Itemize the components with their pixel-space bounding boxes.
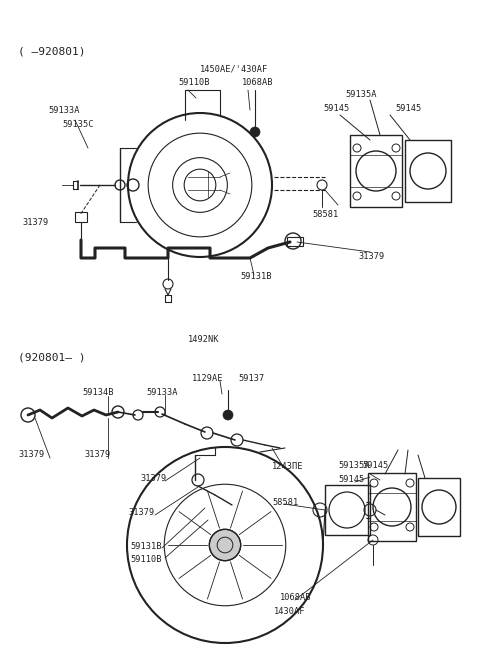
Text: 1492NK: 1492NK — [188, 335, 219, 344]
Text: 59135C: 59135C — [62, 120, 94, 129]
Circle shape — [209, 530, 240, 560]
Text: 31379: 31379 — [18, 450, 44, 459]
Text: 58581: 58581 — [312, 210, 338, 219]
Text: 59133A: 59133A — [146, 388, 178, 397]
Bar — [325, 485, 370, 535]
Text: 59131B: 59131B — [240, 272, 272, 281]
Text: 31379: 31379 — [128, 508, 154, 517]
Text: 31379: 31379 — [22, 218, 48, 227]
Text: 31379: 31379 — [84, 450, 110, 459]
Text: 31379: 31379 — [358, 252, 384, 261]
Bar — [287, 237, 303, 246]
Text: 59145: 59145 — [395, 104, 421, 113]
Text: 1430AF: 1430AF — [274, 607, 305, 616]
Text: 1068AB: 1068AB — [242, 78, 274, 87]
Bar — [350, 135, 402, 207]
Bar — [75, 212, 87, 222]
Bar — [405, 140, 451, 202]
Text: 1129AE: 1129AE — [192, 374, 224, 383]
Text: 59133A: 59133A — [48, 106, 80, 115]
Text: 59110B: 59110B — [130, 555, 161, 564]
Text: 59131B: 59131B — [130, 542, 161, 551]
Text: 59110B: 59110B — [178, 78, 209, 87]
Text: 59135A: 59135A — [345, 90, 376, 99]
Text: (920801– ): (920801– ) — [18, 352, 85, 362]
Text: 59135A: 59135A — [338, 461, 370, 470]
Text: 59134B: 59134B — [82, 388, 113, 397]
Text: 1450AE/ʾ430AF: 1450AE/ʾ430AF — [200, 64, 268, 73]
Circle shape — [223, 410, 233, 420]
Text: 59145: 59145 — [338, 475, 364, 484]
Text: 31379: 31379 — [140, 474, 166, 483]
Bar — [418, 478, 460, 536]
Bar — [368, 473, 416, 541]
Text: 1243ΠE: 1243ΠE — [272, 462, 303, 471]
Circle shape — [250, 127, 260, 137]
Text: ( –920801): ( –920801) — [18, 46, 85, 56]
Text: 59145: 59145 — [323, 104, 349, 113]
Text: 59137: 59137 — [238, 374, 264, 383]
Text: 1068AB: 1068AB — [280, 593, 312, 602]
Text: 59145: 59145 — [362, 461, 388, 470]
Text: 58581: 58581 — [272, 498, 298, 507]
